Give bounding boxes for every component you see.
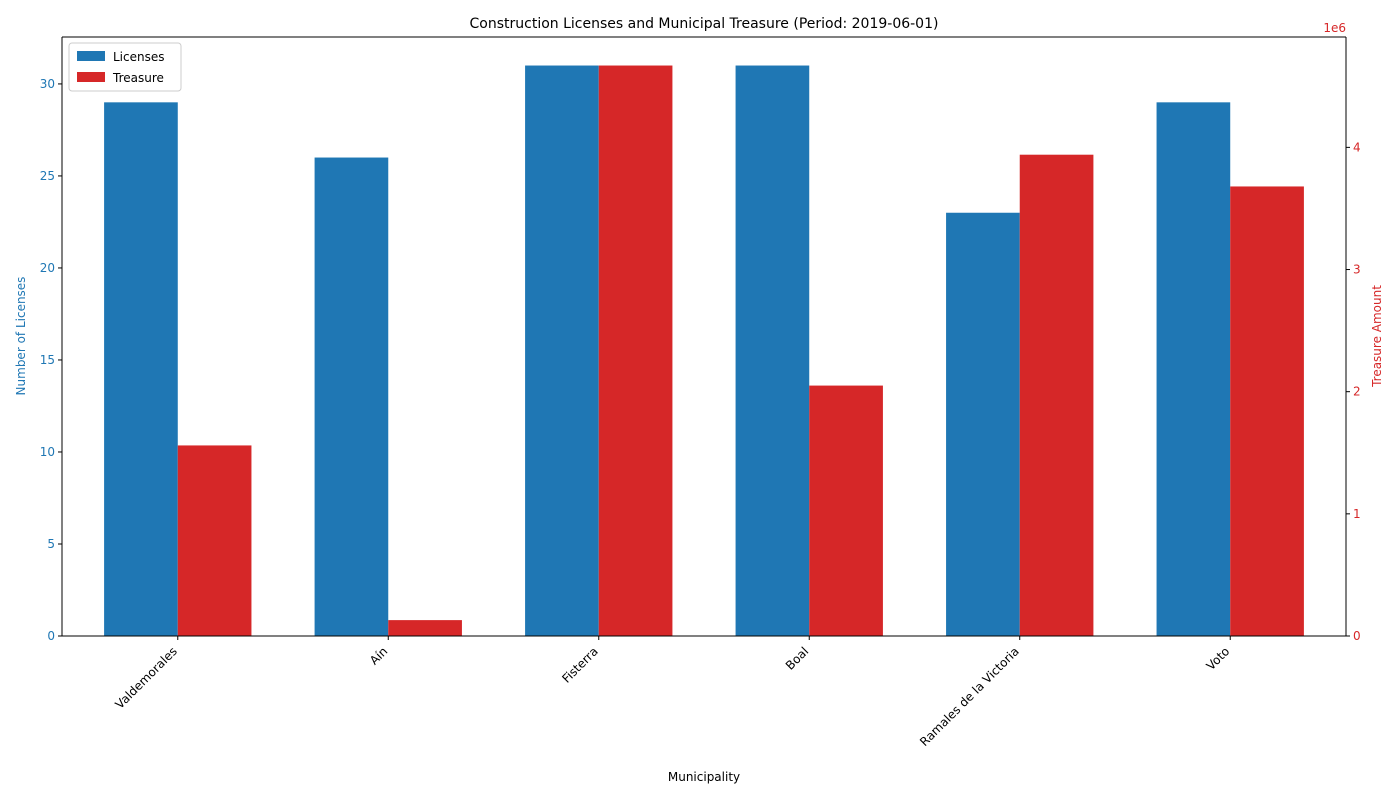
y-right-tick-label-0: 0 (1353, 629, 1361, 643)
bar-licenses-0 (104, 102, 178, 636)
x-axis-title: Municipality (668, 770, 740, 784)
y-right-tick-label-2: 2 (1353, 385, 1361, 399)
x-tick-label-5: Voto (1204, 644, 1233, 673)
bar-treasure-3 (809, 385, 883, 636)
bars-group (104, 65, 1304, 637)
y-left-tick-label-3: 15 (40, 353, 55, 367)
y-left-tick-label-5: 25 (40, 169, 55, 183)
bar-treasure-5 (1230, 186, 1304, 636)
y-left-tick-label-1: 5 (47, 537, 55, 551)
bar-treasure-4 (1019, 154, 1094, 636)
bar-treasure-0 (177, 445, 252, 636)
y-axis-left-title: Number of Licenses (14, 277, 28, 396)
bar-licenses-5 (1156, 102, 1231, 636)
y-left-tick-label-4: 20 (40, 261, 55, 275)
x-tick-label-0: Valdemorales (113, 644, 180, 711)
legend-swatch-treasure (77, 72, 105, 82)
legend-label-treasure: Treasure (112, 71, 164, 85)
y-axis-right-offset-label: 1e6 (1323, 21, 1346, 35)
y-left-tick-label-2: 10 (40, 445, 55, 459)
x-tick-label-2: Fisterra (559, 644, 601, 686)
x-tick-label-4: Ramales de la Victoria (917, 644, 1022, 749)
y-axis-right-title: Treasure Amount (1370, 285, 1384, 388)
legend-label-licenses: Licenses (113, 50, 165, 64)
y-right-tick-label-3: 3 (1353, 263, 1361, 277)
y-right-tick-label-4: 4 (1353, 140, 1361, 154)
bar-licenses-3 (735, 65, 810, 637)
bar-licenses-1 (314, 157, 389, 636)
x-tick-label-3: Boal (783, 644, 811, 672)
x-tick-label-1: Aín (367, 644, 390, 667)
y-left-tick-label-6: 30 (40, 77, 55, 91)
bar-licenses-2 (525, 65, 599, 637)
bar-treasure-1 (388, 620, 462, 636)
bar-treasure-2 (598, 65, 673, 637)
legend-swatch-licenses (77, 51, 105, 61)
chart-title: Construction Licenses and Municipal Trea… (470, 16, 939, 32)
y-left-tick-label-0: 0 (47, 629, 55, 643)
legend: Licenses Treasure (68, 42, 182, 92)
y-right-tick-label-1: 1 (1353, 507, 1361, 521)
bar-licenses-4 (946, 212, 1020, 636)
